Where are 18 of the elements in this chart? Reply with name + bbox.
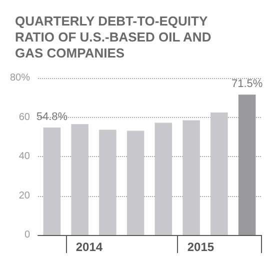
chart-title: QUARTERLY DEBT-TO-EQUITY RATIO OF U.S.-BASED OIL AND GAS COMPANIES xyxy=(15,14,215,60)
bar xyxy=(71,124,88,235)
x-tick-label: 2015 xyxy=(187,240,214,254)
y-tick-label: 40 xyxy=(18,151,30,162)
bar xyxy=(182,120,200,235)
bar xyxy=(43,127,61,235)
bar xyxy=(210,112,228,235)
bar xyxy=(99,130,116,235)
bar xyxy=(154,122,172,235)
y-tick-label: 80% xyxy=(10,72,30,84)
y-tick-label: 20 xyxy=(18,190,30,202)
data-label: 71.5% xyxy=(231,78,263,90)
y-tick-label: 0 xyxy=(24,230,30,240)
bar xyxy=(126,130,144,235)
x-tick-label: 2014 xyxy=(76,240,103,254)
bar xyxy=(238,94,256,235)
data-label: 54.8% xyxy=(36,110,68,123)
y-tick-label: 60 xyxy=(18,112,30,123)
